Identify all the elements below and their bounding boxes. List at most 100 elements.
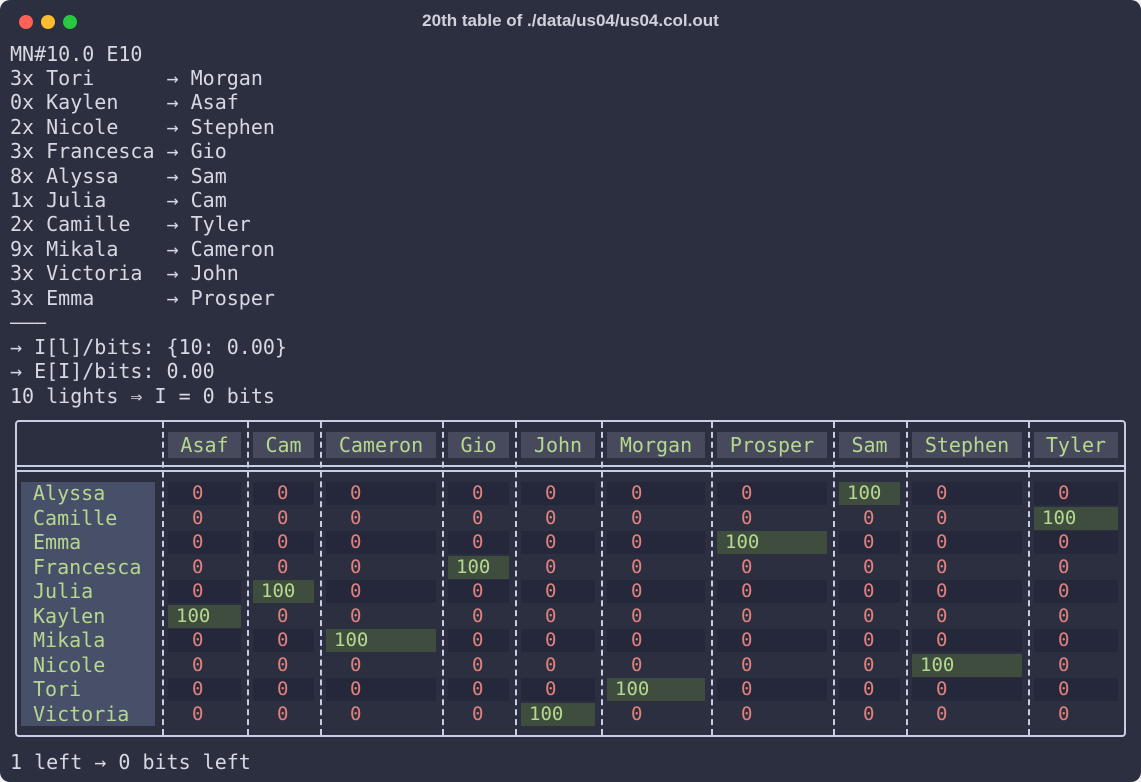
row-label-francesca: Francesca: [33, 554, 142, 579]
table-cell: 0: [1034, 482, 1118, 505]
column-header-cam: Cam: [253, 432, 314, 458]
pair-line: 2x Camille → Tyler: [10, 212, 251, 237]
window-title: 20th table of ./data/us04/us04.col.out: [422, 11, 719, 30]
table-cell: 0: [741, 604, 753, 627]
table-cell: 0: [277, 506, 289, 529]
table-cell: 0: [631, 702, 643, 725]
row-names-panel: [21, 482, 155, 726]
table-cell: 0: [936, 604, 948, 627]
column-divider: [162, 422, 164, 735]
pair-line: 3x Francesca → Gio: [10, 139, 227, 164]
table-cell: 0: [545, 604, 557, 627]
pair-line: 3x Emma → Prosper: [10, 285, 275, 310]
table-cell: 0: [350, 506, 362, 529]
column-header-prosper: Prosper: [717, 432, 827, 458]
table-cell: 0: [717, 678, 827, 701]
table-cell: 0: [1034, 629, 1118, 652]
row-label-alyssa: Alyssa: [33, 481, 106, 505]
table-cell: 0: [192, 702, 204, 725]
column-header-stephen: Stephen: [912, 432, 1022, 458]
column-divider: [247, 422, 249, 735]
table-cell: 0: [472, 604, 484, 627]
pair-line: 8x Alyssa → Sam: [10, 163, 227, 188]
column-divider: [442, 422, 444, 735]
table-cell: 0: [1034, 580, 1118, 603]
table-cell: 0: [350, 555, 362, 578]
row-label-mikala: Mikala: [33, 628, 106, 652]
table-cell: 0: [607, 580, 705, 603]
table-cell: 0: [521, 580, 595, 603]
table-cell: 0: [607, 629, 705, 652]
table-cell: 0: [545, 653, 557, 676]
table-cell: 0: [521, 531, 595, 554]
table-cell: 0: [326, 580, 436, 603]
table-cell: 0: [912, 580, 1022, 603]
table-cell: 0: [839, 580, 900, 603]
table-cell: 0: [448, 580, 509, 603]
table-cell: 0: [168, 482, 241, 505]
table-cell: 0: [168, 678, 241, 701]
pair-line: 3x Tori → Morgan: [10, 66, 263, 90]
table-cell: 0: [277, 702, 289, 725]
column-header-cameron: Cameron: [326, 432, 436, 458]
close-button[interactable]: [19, 15, 33, 29]
table-cell: 0: [1058, 604, 1070, 627]
table-cell: 0: [863, 506, 875, 529]
table-cell: 0: [912, 531, 1022, 554]
table-cell: 0: [863, 653, 875, 676]
table-cell: 0: [545, 506, 557, 529]
table-cell: 0: [326, 531, 436, 554]
separator: ———: [10, 310, 47, 334]
table-cell: 0: [192, 653, 204, 676]
table-cell: 0: [448, 482, 509, 505]
table-cell: 0: [326, 482, 436, 505]
header-line: MN#10.0 E10: [10, 42, 143, 66]
table-cell: 100: [326, 629, 436, 652]
table-cell: 0: [277, 653, 289, 676]
table-cell: 0: [863, 604, 875, 627]
pair-line: 0x Kaylen → Asaf: [10, 90, 239, 115]
table-cell: 0: [936, 506, 948, 529]
column-divider: [601, 422, 603, 735]
table-cell: 100: [168, 604, 241, 628]
table-cell: 0: [717, 482, 827, 505]
table-cell: 0: [350, 653, 362, 676]
table-cell: 0: [1058, 702, 1070, 725]
table-cell: 0: [253, 678, 314, 701]
row-label-julia: Julia: [33, 579, 94, 603]
table-cell: 0: [350, 604, 362, 627]
table-cell: 0: [168, 580, 241, 603]
table-cell: 0: [717, 580, 827, 603]
column-divider: [515, 422, 517, 735]
zoom-button[interactable]: [63, 15, 77, 29]
column-header-john: John: [521, 432, 595, 458]
table-cell: 0: [631, 555, 643, 578]
table-cell: 0: [192, 506, 204, 529]
table-cell: 0: [1058, 555, 1070, 578]
row-label-kaylen: Kaylen: [33, 603, 106, 628]
table-cell: 0: [521, 678, 595, 701]
column-header-tyler: Tyler: [1034, 432, 1118, 458]
column-header-gio: Gio: [448, 432, 509, 458]
table-cell: 0: [839, 678, 900, 701]
column-divider: [1028, 422, 1030, 735]
stat-line-expected: → E[I]/bits: 0.00: [10, 359, 215, 383]
minimize-button[interactable]: [41, 15, 55, 29]
table-cell: 0: [741, 506, 753, 529]
table-cell: 0: [607, 482, 705, 505]
table-cell: 0: [545, 555, 557, 578]
pair-line: 9x Mikala → Cameron: [10, 236, 275, 261]
table-cell: 0: [253, 482, 314, 505]
row-label-victoria: Victoria: [33, 701, 130, 726]
table-cell: 100: [607, 678, 705, 701]
table-cell: 0: [912, 482, 1022, 505]
table-cell: 0: [741, 653, 753, 676]
table-cell: 0: [631, 604, 643, 627]
table-cell: 0: [472, 506, 484, 529]
table-cell: 0: [521, 629, 595, 652]
column-header-morgan: Morgan: [607, 432, 705, 458]
table-cell: 0: [1034, 678, 1118, 701]
table-cell: 0: [912, 678, 1022, 701]
table-cell: 0: [863, 702, 875, 725]
